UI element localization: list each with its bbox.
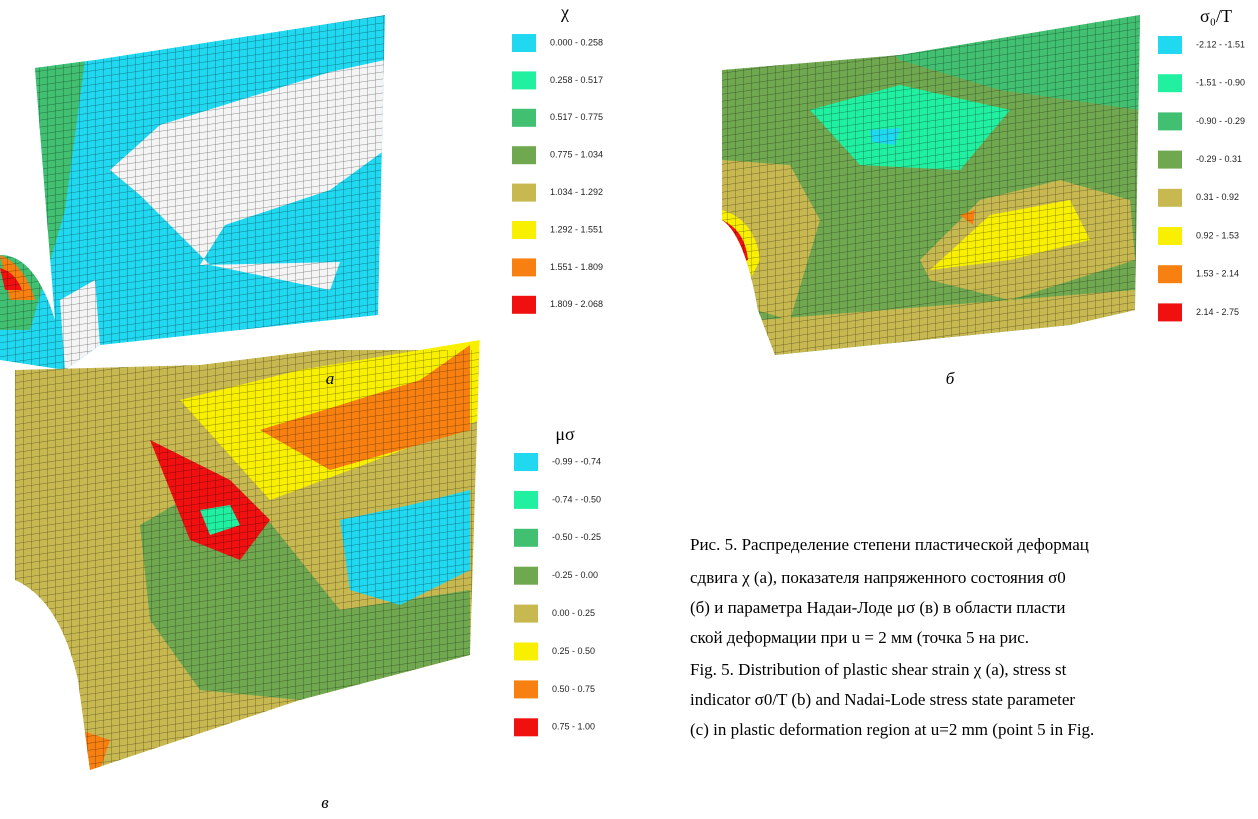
legend-swatch (512, 71, 536, 89)
panel-label: а (326, 369, 335, 388)
legend-swatch (1158, 36, 1182, 54)
legend-range: 1.034 - 1.292 (550, 187, 603, 197)
body: {"panels": [ {"title": "χ", "label": "а"… (0, 0, 1258, 819)
page: body { margin: 0; width: 1258px; height:… (0, 0, 1258, 819)
legend-swatch (514, 529, 538, 547)
legend-swatch (514, 567, 538, 585)
legend-swatch (512, 296, 536, 314)
legend-title: χ (560, 2, 569, 22)
legend-swatch (1158, 74, 1182, 92)
legend-range: 1.551 - 1.809 (550, 262, 603, 272)
legend-swatch (1158, 112, 1182, 130)
legend-range: 0.000 - 0.258 (550, 37, 603, 47)
figure: χ а 0.000 - 0.258 0.258 - 0.517 0.517 - 0.77… (0, 0, 1258, 819)
legend-swatch (514, 605, 538, 623)
legend-range: 1.809 - 2.068 (550, 299, 603, 309)
legend-range: -0.99 - -0.74 (552, 456, 601, 466)
legend-range: 2.14 - 2.75 (1196, 307, 1239, 317)
legend-range: 0.775 - 1.034 (550, 150, 603, 160)
caption: Рис. 5. Распределение степени пластическ… (690, 535, 1094, 739)
legend-range: 0.00 - 0.25 (552, 608, 595, 618)
legend-range: 0.25 - 0.50 (552, 646, 595, 656)
mesh-plot-c (0, 340, 490, 780)
legend-range: 0.92 - 1.53 (1196, 230, 1239, 240)
legend-range: 1.292 - 1.551 (550, 224, 603, 234)
legend-swatch (514, 453, 538, 471)
legend-swatch (514, 643, 538, 661)
legend-swatch (1158, 189, 1182, 207)
mesh-plot-a (0, 0, 400, 380)
legend-swatch (512, 34, 536, 52)
legend-swatch (514, 718, 538, 736)
legend-swatch (512, 109, 536, 127)
legend-range: 0.31 - 0.92 (1196, 192, 1239, 202)
legend-swatch (512, 221, 536, 239)
legend-range: -0.25 - 0.00 (552, 570, 598, 580)
legend-range: 1.53 - 2.14 (1196, 269, 1239, 279)
legend-range: -2.12 - -1.51 (1196, 39, 1245, 49)
legend-title: μσ (555, 424, 575, 444)
caption-line: indicator σ0/T (b) and Nadai-Lode stress… (690, 690, 1075, 709)
legend-swatch (512, 184, 536, 202)
legend-range: -0.90 - -0.29 (1196, 116, 1245, 126)
caption-line: Fig. 5. Distribution of plastic shear st… (690, 660, 1067, 679)
caption-line: (б) и параметра Надаи-Лоде μσ (в) в обла… (690, 598, 1066, 617)
caption-line: Рис. 5. Распределение степени пластическ… (690, 535, 1089, 554)
legend-swatch (1158, 151, 1182, 169)
panel-label: б (946, 369, 955, 388)
legend-swatch (514, 680, 538, 698)
legend-swatch (512, 258, 536, 276)
legend-range: -1.51 - -0.90 (1196, 78, 1245, 88)
legend-range: -0.74 - -0.50 (552, 494, 601, 504)
legend-swatch (512, 146, 536, 164)
legend-range: 0.258 - 0.517 (550, 75, 603, 85)
legend-title: σ₀/T (1200, 6, 1232, 26)
legend-swatch (1158, 227, 1182, 245)
caption-line: ской деформации при u = 2 мм (точка 5 на… (690, 628, 1029, 647)
legend-range: -0.29 - 0.31 (1196, 154, 1242, 164)
legend-range: 0.50 - 0.75 (552, 684, 595, 694)
legend-range: 0.75 - 1.00 (552, 722, 595, 732)
legend-range: -0.50 - -0.25 (552, 532, 601, 542)
legend-range: 0.517 - 0.775 (550, 112, 603, 122)
caption-line: (c) in plastic deformation region at u=2… (690, 720, 1094, 739)
mesh-plot-b (700, 0, 1160, 380)
legend-swatch (1158, 265, 1182, 283)
caption-line: сдвига χ (а), показателя напряженного со… (690, 568, 1066, 587)
legend-swatch (514, 491, 538, 509)
panel-label: в (321, 793, 329, 812)
legend-swatch (1158, 303, 1182, 321)
